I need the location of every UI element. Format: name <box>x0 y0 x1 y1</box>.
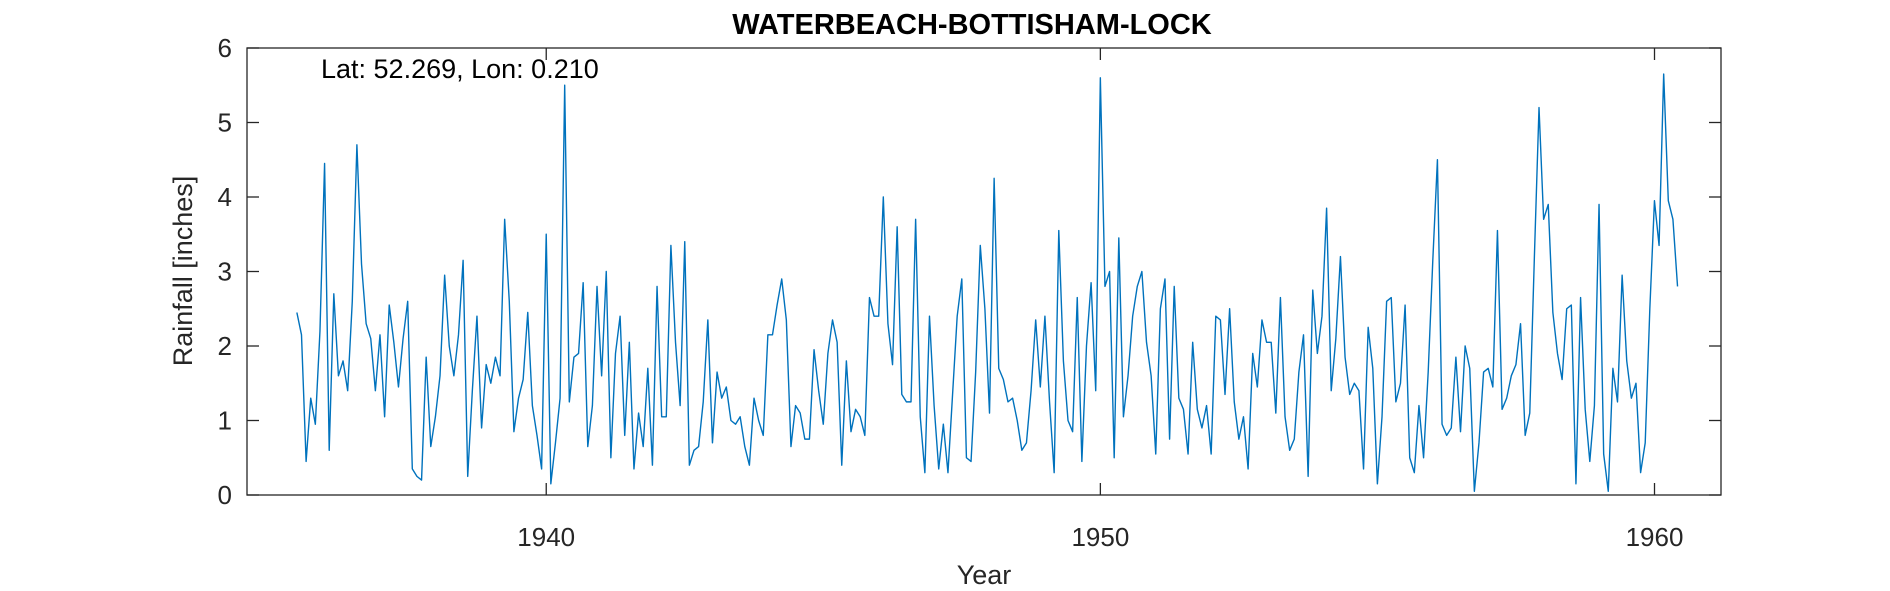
y-axis-ticks: 0 1 2 3 4 5 6 <box>218 33 1721 510</box>
rainfall-series-line <box>296 73 1679 492</box>
y-tick-label: 4 <box>218 182 232 212</box>
y-tick-label: 6 <box>218 33 232 63</box>
x-tick-label: 1940 <box>517 522 575 552</box>
x-tick-label: 1960 <box>1626 522 1684 552</box>
y-axis-label: Rainfall [inches] <box>168 176 198 367</box>
y-tick-label: 3 <box>218 257 232 287</box>
x-axis-ticks: 1940 1950 1960 <box>517 48 1683 552</box>
plot-area-box <box>246 47 1722 496</box>
chart-title: WATERBEACH-BOTTISHAM-LOCK <box>732 9 1212 41</box>
y-tick-label: 2 <box>218 331 232 361</box>
x-tick-label: 1950 <box>1071 522 1129 552</box>
y-tick-label: 5 <box>218 108 232 138</box>
y-tick-label: 0 <box>218 480 232 510</box>
location-annotation: Lat: 52.269, Lon: 0.210 <box>321 54 599 84</box>
y-tick-label: 1 <box>218 406 232 436</box>
x-axis-label: Year <box>957 560 1012 590</box>
